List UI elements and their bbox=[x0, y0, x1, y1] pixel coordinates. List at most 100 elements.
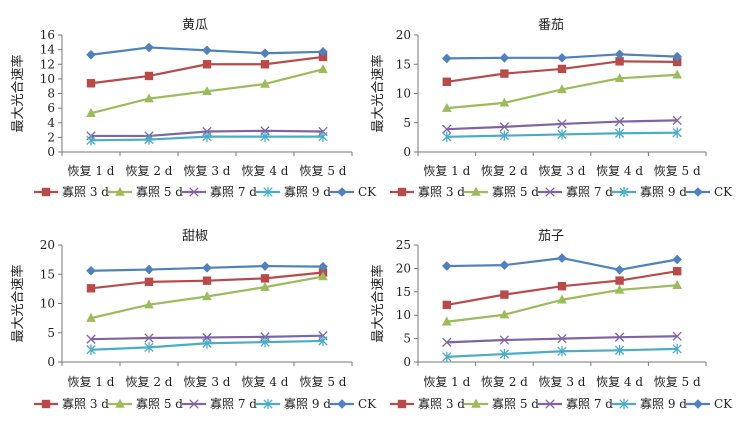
data-point-stroke bbox=[499, 335, 510, 345]
data-point bbox=[672, 69, 682, 79]
y-tick-label: 4 bbox=[47, 116, 55, 130]
data-point bbox=[672, 51, 682, 62]
data-point bbox=[557, 253, 567, 263]
x-tick-label: 恢复 3 d bbox=[539, 375, 586, 389]
data-point bbox=[86, 265, 96, 276]
data-point bbox=[144, 42, 154, 53]
data-point bbox=[86, 312, 96, 322]
data-point bbox=[86, 284, 96, 293]
legend-label: CK bbox=[358, 185, 377, 199]
x-tick-label: 恢复 4 d bbox=[242, 375, 289, 389]
legend-label: 寡照 7 d bbox=[210, 184, 257, 199]
legend-marker bbox=[41, 187, 51, 197]
data-point-stroke bbox=[442, 337, 452, 348]
data-point bbox=[318, 47, 328, 57]
data-point bbox=[615, 276, 624, 285]
legend-marker bbox=[41, 399, 51, 409]
data-point-stroke bbox=[614, 332, 625, 342]
y-tick-label: 10 bbox=[40, 72, 55, 86]
data-point bbox=[499, 130, 510, 141]
data-point bbox=[557, 64, 567, 74]
y-tick-label: 0 bbox=[403, 145, 411, 159]
data-point-stroke bbox=[499, 122, 510, 132]
legend: 寡照 3 d 寡照 5 d 寡照 7 d 寡照 9 d CK bbox=[390, 396, 733, 411]
data-point bbox=[557, 294, 567, 304]
x-tick-label: 恢复 2 d bbox=[126, 375, 173, 389]
data-point bbox=[442, 53, 452, 64]
legend-marker bbox=[545, 187, 555, 197]
data-point bbox=[202, 60, 212, 69]
data-point bbox=[557, 129, 567, 140]
legend-label: 寡照 7 d bbox=[566, 184, 613, 199]
data-point bbox=[202, 131, 212, 142]
x-tick-label: 恢复 5 d bbox=[300, 164, 347, 178]
y-tick-label: 5 bbox=[403, 116, 411, 130]
data-point bbox=[442, 131, 452, 142]
x-tick-label: 恢复 1 d bbox=[68, 375, 115, 389]
data-point bbox=[499, 335, 510, 345]
legend-marker bbox=[545, 399, 555, 409]
data-point bbox=[672, 343, 682, 355]
legend-marker-stroke bbox=[189, 187, 199, 197]
legend: 寡照 3 d 寡照 5 d 寡照 7 d 寡照 9 d CK bbox=[390, 184, 733, 199]
data-point bbox=[673, 267, 682, 276]
data-point bbox=[672, 331, 682, 341]
y-tick-label: 20 bbox=[396, 28, 411, 42]
data-point bbox=[557, 346, 567, 357]
y-tick-label: 20 bbox=[40, 238, 55, 252]
data-point bbox=[318, 271, 328, 281]
x-tick-label: 恢复 1 d bbox=[423, 375, 470, 389]
legend-label: 寡照 3 d bbox=[62, 396, 109, 411]
legend-marker-stroke bbox=[545, 399, 555, 409]
legend-label: 寡照 5 d bbox=[136, 396, 183, 411]
legend-label: 寡照 7 d bbox=[566, 396, 613, 411]
y-tick-label: 5 bbox=[403, 332, 411, 346]
legend-marker bbox=[693, 399, 703, 409]
legend-marker bbox=[619, 398, 629, 410]
data-point bbox=[318, 261, 328, 272]
legend-marker bbox=[337, 399, 347, 409]
data-point bbox=[614, 284, 625, 294]
y-tick-label: 14 bbox=[40, 43, 56, 57]
data-point bbox=[260, 78, 270, 88]
data-point bbox=[202, 45, 212, 56]
data-point bbox=[442, 337, 452, 348]
x-tick-label: 恢复 4 d bbox=[242, 164, 289, 178]
data-point bbox=[318, 64, 328, 74]
data-point bbox=[673, 57, 682, 67]
data-point bbox=[86, 108, 96, 117]
data-point bbox=[615, 57, 624, 66]
data-point bbox=[614, 73, 625, 82]
x-tick-label: 恢复 5 d bbox=[300, 375, 347, 389]
data-point bbox=[260, 274, 270, 283]
data-point bbox=[442, 351, 452, 363]
legend-marker bbox=[471, 398, 481, 408]
x-tick-label: 恢复 3 d bbox=[184, 164, 231, 178]
data-point-stroke bbox=[86, 334, 96, 344]
data-point bbox=[499, 309, 510, 319]
data-point-stroke bbox=[672, 331, 682, 341]
series-line bbox=[446, 284, 678, 323]
data-point bbox=[557, 53, 567, 63]
data-point bbox=[318, 52, 328, 62]
y-tick-label: 10 bbox=[396, 308, 411, 322]
legend-marker bbox=[115, 398, 125, 408]
y-tick-label: 8 bbox=[47, 87, 55, 101]
y-axis-label: 最大光合速率 bbox=[10, 54, 26, 132]
data-point bbox=[557, 84, 567, 94]
y-tick-label: 2 bbox=[47, 130, 55, 144]
legend-marker-stroke bbox=[545, 187, 555, 197]
data-point bbox=[202, 338, 212, 349]
data-point bbox=[442, 261, 452, 271]
legend-marker bbox=[471, 186, 481, 196]
data-point bbox=[144, 93, 154, 103]
data-point bbox=[672, 127, 682, 138]
x-tick-label: 恢复 3 d bbox=[539, 164, 586, 178]
y-tick-label: 10 bbox=[40, 297, 55, 311]
data-point bbox=[499, 122, 510, 132]
legend-label: 寡照 5 d bbox=[492, 184, 539, 199]
data-point bbox=[144, 71, 154, 81]
x-tick-label: 恢复 1 d bbox=[68, 164, 115, 178]
